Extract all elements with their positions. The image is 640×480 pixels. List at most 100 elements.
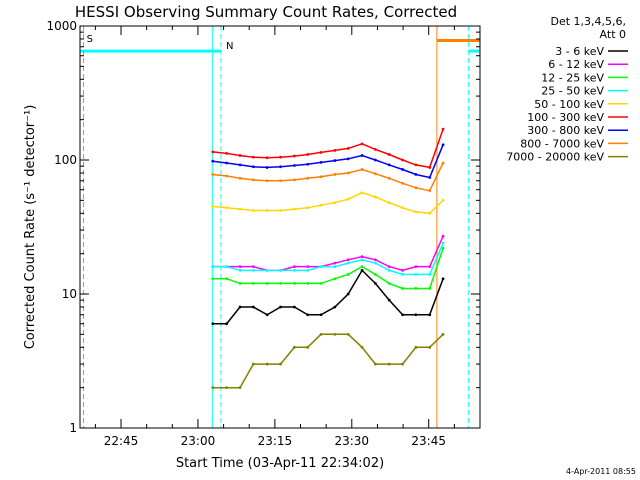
saa-flag-label: S [87,34,93,45]
plot-frame [79,25,481,429]
series-point [292,265,296,269]
series-point [373,273,377,276]
series-point [441,246,445,250]
series-point [428,265,432,269]
series-point [225,277,229,281]
series-point [428,166,432,169]
series-point [225,386,229,390]
night-flag-label: N [226,41,233,52]
series-point [306,153,310,156]
series-point [319,160,323,164]
series-point [401,181,404,185]
series-point [238,176,242,180]
series-point [211,265,215,269]
series-point [333,265,337,269]
series-point [251,178,255,182]
series-point [428,273,432,276]
series-point [279,155,282,159]
series-point [373,281,377,285]
series-point [373,261,377,265]
series-point [251,209,255,212]
series-point [251,165,255,169]
series-point [414,273,418,276]
series-point [428,287,432,290]
series-point [211,322,215,326]
series-point [238,265,242,269]
series-point [211,386,215,390]
series-point [346,258,350,262]
series-point [346,147,350,150]
series-point [360,154,364,157]
series-point [292,154,296,158]
legend-label: 50 - 100 keV [534,98,604,111]
x-axis-label: Start Time (03-Apr-11 22:34:02) [176,456,384,471]
series-point [441,127,445,131]
y-tick-label: 1 [69,421,77,435]
series-point [238,386,242,390]
series-point [333,305,337,309]
x-tick-label: 23:30 [334,434,369,448]
y-tick-label: 10 [62,287,77,301]
series-point [428,189,432,193]
series-point [360,258,364,262]
series-point [333,148,337,152]
series-point [238,207,242,211]
x-axis: 22:45 23:00 23:15 23:30 23:45 [94,26,481,448]
series-point [401,269,404,272]
series-point [292,305,296,309]
series-point [319,281,323,285]
series-point [211,205,215,208]
series-point [279,305,282,309]
legend-label: 300 - 800 keV [527,124,604,137]
series-point [292,345,296,349]
legend-label: 3 - 6 keV [555,45,604,58]
series-point [360,269,364,272]
series-point [387,265,391,269]
series-point [346,292,350,296]
series-point [387,269,391,272]
series-point [441,161,445,165]
series-point [401,273,404,276]
series-point [387,362,391,366]
series-point [346,273,350,276]
series-point [373,195,377,199]
series-point [441,277,445,281]
series-point [387,163,391,167]
series-point [225,152,229,155]
series-point [279,165,282,169]
series-point [238,305,242,309]
series-line-5 [212,128,444,169]
series-point [414,265,418,269]
legend-label: 800 - 7000 keV [520,137,604,150]
series-point [414,210,418,214]
legend-header-line-2: Att 0 [600,28,626,41]
series-point [360,168,364,171]
series-line-8 [212,333,444,389]
series-point [279,209,282,212]
legend-label: 100 - 300 keV [527,111,604,124]
series-point [428,211,432,215]
series-point [225,174,229,178]
footer-date: 4-Apr-2011 08:55 [566,467,636,476]
series-point [401,362,404,366]
series-point [319,265,323,269]
series-point [441,332,445,336]
series-point [441,143,445,147]
legend-header-line-1: Det 1,3,4,5,6, [550,15,626,28]
series-point [346,171,350,175]
series-point [279,269,282,272]
series-point [401,206,404,210]
series-point [414,313,418,317]
x-tick-label: 23:45 [411,434,446,448]
series-point [306,313,310,317]
series-point [306,269,310,272]
series-point [346,197,350,201]
y-tick-label: 100 [54,153,77,167]
series-point [251,281,255,285]
series-point [333,159,337,162]
series-point [441,241,445,245]
series-point [441,234,445,238]
series-point [306,162,310,166]
series-point [306,176,310,180]
series-point [333,261,337,265]
